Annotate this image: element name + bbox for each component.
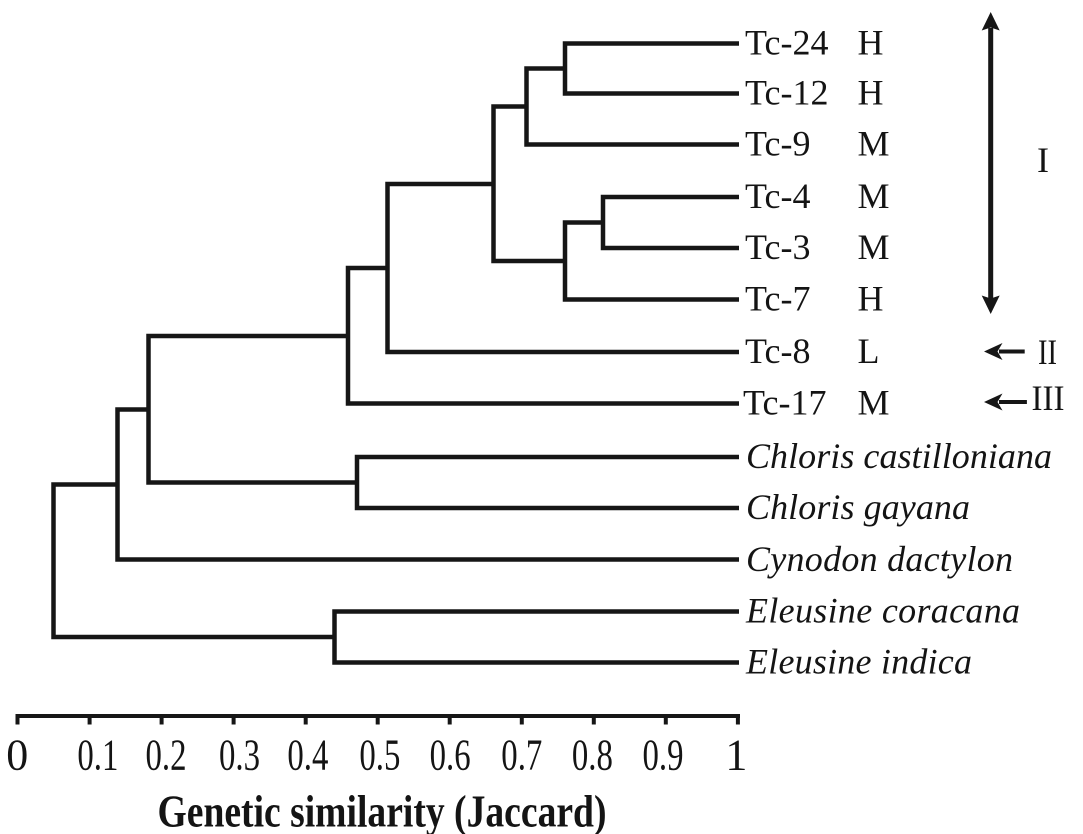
svg-text:Eleusine coracana: Eleusine coracana (745, 591, 1020, 631)
svg-text:Tc-4: Tc-4 (745, 176, 810, 216)
svg-text:0.4: 0.4 (287, 731, 328, 780)
svg-text:Tc-7: Tc-7 (745, 279, 810, 319)
svg-text:0: 0 (6, 731, 28, 780)
svg-text:Chloris castilloniana: Chloris castilloniana (746, 436, 1052, 476)
svg-text:Tc-12: Tc-12 (745, 73, 828, 113)
svg-text:0.2: 0.2 (146, 731, 187, 780)
svg-text:0.3: 0.3 (219, 731, 260, 780)
svg-text:I: I (1037, 140, 1049, 180)
svg-text:H: H (858, 23, 884, 63)
svg-text:M: M (858, 124, 890, 164)
svg-text:Tc-3: Tc-3 (745, 227, 810, 267)
svg-text:Eleusine indica: Eleusine indica (745, 642, 972, 682)
svg-text:1: 1 (725, 731, 747, 780)
svg-text:M: M (858, 176, 890, 216)
svg-text:0.5: 0.5 (359, 731, 400, 780)
svg-text:0.8: 0.8 (572, 731, 613, 780)
svg-text:M: M (858, 227, 890, 267)
svg-text:0.9: 0.9 (643, 731, 684, 780)
svg-text:H: H (858, 73, 884, 113)
svg-text:0.7: 0.7 (501, 731, 542, 780)
svg-text:Tc-9: Tc-9 (745, 124, 810, 164)
svg-text:Tc-17: Tc-17 (743, 383, 826, 423)
svg-text:M: M (858, 383, 890, 423)
svg-text:Genetic similarity (Jaccard): Genetic similarity (Jaccard) (158, 787, 607, 834)
svg-text:L: L (858, 331, 880, 371)
svg-text:II: II (1038, 332, 1057, 372)
svg-text:Chloris gayana: Chloris gayana (746, 487, 970, 527)
svg-text:Tc-8: Tc-8 (745, 331, 810, 371)
svg-text:Cynodon dactylon: Cynodon dactylon (746, 539, 1013, 579)
svg-text:Tc-24: Tc-24 (745, 23, 828, 63)
svg-text:0.1: 0.1 (77, 731, 118, 780)
svg-text:H: H (858, 279, 884, 319)
svg-text:0.6: 0.6 (430, 731, 471, 780)
svg-text:III: III (1032, 378, 1065, 418)
